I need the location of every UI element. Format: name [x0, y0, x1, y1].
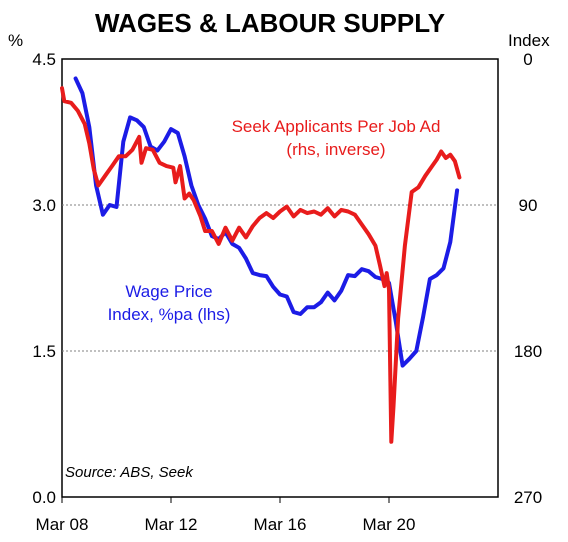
x-tick-label: Mar 12 — [145, 515, 198, 534]
plot-frame — [61, 58, 499, 498]
left-tick-label: 3.0 — [32, 196, 56, 215]
source-note: Source: ABS, Seek — [65, 464, 194, 481]
seek-series-label-line2: (rhs, inverse) — [286, 140, 385, 159]
left-tick-label: 1.5 — [32, 342, 56, 361]
x-tick-label: Mar 20 — [363, 515, 416, 534]
right-tick-label: 270 — [514, 488, 542, 507]
x-tick-label: Mar 16 — [254, 515, 307, 534]
right-tick-label: 180 — [514, 342, 542, 361]
wpi-series-label-line1: Wage Price — [125, 282, 212, 301]
x-axis-ticks: Mar 08 Mar 12 Mar 16 Mar 20 — [36, 497, 416, 534]
left-axis-unit: % — [8, 31, 23, 50]
wage-price-index-line — [73, 76, 460, 368]
right-tick-label: 0 — [523, 50, 532, 69]
chart-title: WAGES & LABOUR SUPPLY — [95, 8, 445, 38]
right-tick-label: 90 — [519, 196, 538, 215]
x-tick-label: Mar 08 — [36, 515, 89, 534]
wpi-series-label-line2: Index, %pa (lhs) — [108, 305, 231, 324]
left-tick-label: 4.5 — [32, 50, 56, 69]
right-axis-unit: Index — [508, 31, 550, 50]
series-lines — [60, 76, 462, 444]
left-axis-ticks: 0.0 1.5 3.0 4.5 — [32, 50, 56, 507]
seek-applicants-line — [60, 86, 462, 444]
right-axis-ticks: 0 90 180 270 — [514, 50, 542, 507]
gridlines — [62, 204, 498, 352]
seek-series-label-line1: Seek Applicants Per Job Ad — [232, 117, 441, 136]
left-tick-label: 0.0 — [32, 488, 56, 507]
